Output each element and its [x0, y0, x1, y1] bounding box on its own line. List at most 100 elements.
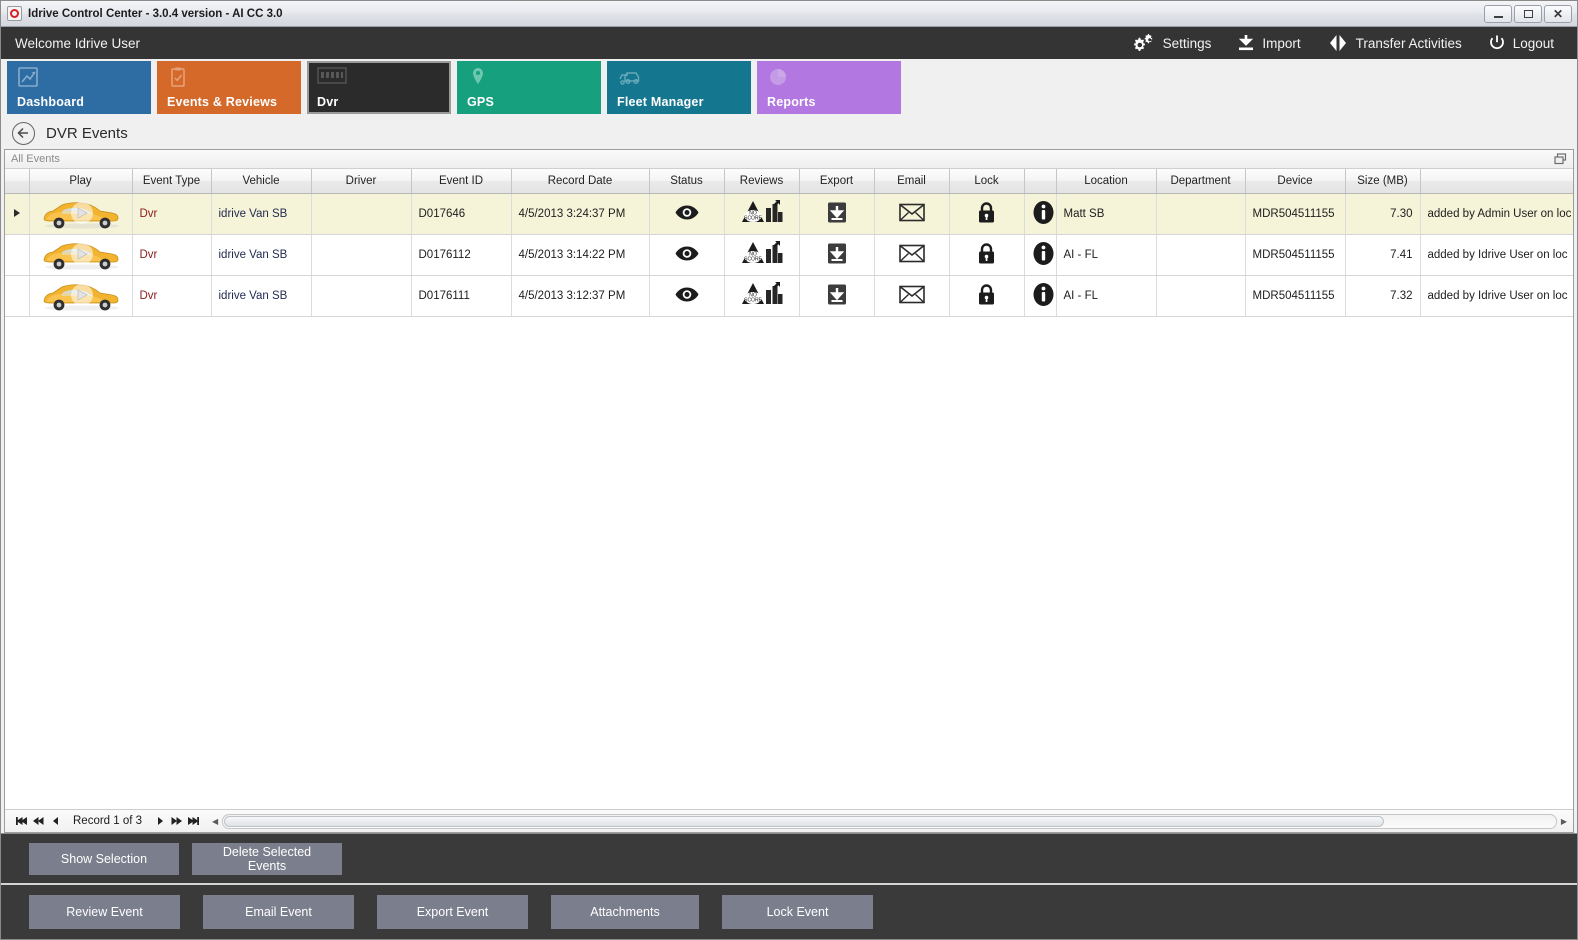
col-record-date[interactable]: Record Date: [511, 169, 650, 194]
settings-button[interactable]: Settings: [1121, 27, 1225, 59]
col-play[interactable]: Play: [29, 169, 133, 194]
back-arrow-icon[interactable]: [12, 121, 35, 145]
info-icon[interactable]: [1032, 241, 1055, 266]
padlock-icon[interactable]: [977, 201, 996, 224]
delete-selected-events-button[interactable]: Delete Selected Events: [192, 842, 342, 875]
restore-window-icon[interactable]: [1554, 153, 1567, 168]
tab-gps[interactable]: GPS: [457, 61, 601, 114]
row-indicator[interactable]: [5, 275, 30, 317]
download-arrow-icon[interactable]: [826, 283, 848, 306]
download-arrow-icon[interactable]: [826, 242, 848, 265]
cell-info[interactable]: [1024, 275, 1057, 317]
scrollbar-thumb[interactable]: [224, 815, 1384, 827]
tab-fleet-manager[interactable]: Fleet Manager: [607, 61, 751, 114]
cell-export[interactable]: [799, 193, 875, 235]
horizontal-scrollbar[interactable]: ◀ ▶: [208, 813, 1571, 830]
review-event-button[interactable]: Review Event: [29, 895, 180, 929]
cell-history: added by Idrive User on loc: [1420, 234, 1573, 276]
cell-info[interactable]: [1024, 234, 1057, 276]
col-department[interactable]: Department: [1156, 169, 1246, 194]
info-icon[interactable]: [1032, 200, 1055, 225]
scrollbar-track[interactable]: [222, 813, 1557, 829]
tab-reports[interactable]: Reports: [757, 61, 901, 114]
cell-play[interactable]: [29, 193, 133, 235]
grid-scroll-area[interactable]: Play Event Type Vehicle Driver Event ID …: [5, 169, 1573, 809]
transfer-activities-button[interactable]: Transfer Activities: [1314, 27, 1475, 59]
cell-lock[interactable]: [949, 275, 1025, 317]
col-status[interactable]: Status: [649, 169, 725, 194]
table-row[interactable]: Dvr idrive Van SB D0176111 4/5/2013 3:12…: [5, 275, 1573, 317]
eye-icon[interactable]: [674, 204, 700, 221]
col-driver[interactable]: Driver: [311, 169, 412, 194]
cell-status[interactable]: [649, 193, 725, 235]
padlock-icon[interactable]: [977, 242, 996, 265]
eye-icon[interactable]: [674, 286, 700, 303]
no-score-icon[interactable]: NO SCORE: [741, 240, 783, 266]
row-indicator[interactable]: [5, 193, 30, 235]
cell-lock[interactable]: [949, 193, 1025, 235]
envelope-icon[interactable]: [898, 203, 925, 222]
cell-reviews[interactable]: NO SCORE: [724, 193, 800, 235]
tab-dashboard[interactable]: Dashboard: [7, 61, 151, 114]
col-vehicle[interactable]: Vehicle: [211, 169, 312, 194]
col-info[interactable]: [1024, 169, 1057, 194]
col-event-type[interactable]: Event Type: [132, 169, 212, 194]
next-record-icon[interactable]: [151, 813, 168, 830]
cell-event-type: Dvr: [132, 275, 212, 317]
no-score-icon[interactable]: NO SCORE: [741, 199, 783, 225]
cell-status[interactable]: [649, 234, 725, 276]
cell-driver: [311, 234, 412, 276]
cell-lock[interactable]: [949, 234, 1025, 276]
show-selection-button[interactable]: Show Selection: [29, 842, 179, 875]
col-event-id[interactable]: Event ID: [411, 169, 512, 194]
col-email[interactable]: Email: [874, 169, 950, 194]
table-row[interactable]: Dvr idrive Van SB D017646 4/5/2013 3:24:…: [5, 193, 1573, 235]
col-history[interactable]: History: [1420, 169, 1573, 194]
cell-info[interactable]: [1024, 193, 1057, 235]
cell-reviews[interactable]: NO SCORE: [724, 275, 800, 317]
no-score-icon[interactable]: NO SCORE: [741, 281, 783, 307]
cell-email[interactable]: [874, 193, 950, 235]
table-row[interactable]: Dvr idrive Van SB D0176112 4/5/2013 3:14…: [5, 234, 1573, 276]
envelope-icon[interactable]: [898, 285, 925, 304]
download-arrow-icon[interactable]: [826, 201, 848, 224]
logout-button[interactable]: Logout: [1475, 27, 1567, 59]
last-record-icon[interactable]: [185, 813, 202, 830]
info-icon[interactable]: [1032, 282, 1055, 307]
scroll-right-arrow-icon[interactable]: ▶: [1560, 816, 1568, 826]
row-indicator[interactable]: [5, 234, 30, 276]
attachments-button[interactable]: Attachments: [551, 895, 699, 929]
col-device[interactable]: Device: [1245, 169, 1346, 194]
tab-events-reviews[interactable]: Events & Reviews: [157, 61, 301, 114]
col-location[interactable]: Location: [1056, 169, 1157, 194]
prev-record-icon[interactable]: [47, 813, 64, 830]
col-size[interactable]: Size (MB): [1345, 169, 1421, 194]
col-lock[interactable]: Lock: [949, 169, 1025, 194]
lock-event-button[interactable]: Lock Event: [722, 895, 873, 929]
prev-page-icon[interactable]: [30, 813, 47, 830]
cell-play[interactable]: [29, 275, 133, 317]
import-button[interactable]: Import: [1224, 27, 1313, 59]
col-export[interactable]: Export: [799, 169, 875, 194]
maximize-button[interactable]: [1514, 4, 1542, 23]
minimize-button[interactable]: [1484, 4, 1512, 23]
email-event-button[interactable]: Email Event: [203, 895, 354, 929]
export-event-button[interactable]: Export Event: [377, 895, 528, 929]
first-record-icon[interactable]: [13, 813, 30, 830]
col-reviews[interactable]: Reviews: [724, 169, 800, 194]
envelope-icon[interactable]: [898, 244, 925, 263]
cell-status[interactable]: [649, 275, 725, 317]
scroll-left-arrow-icon[interactable]: ◀: [211, 816, 219, 826]
cell-email[interactable]: [874, 275, 950, 317]
eye-icon[interactable]: [674, 245, 700, 262]
next-page-icon[interactable]: [168, 813, 185, 830]
cell-export[interactable]: [799, 275, 875, 317]
close-button[interactable]: ✕: [1544, 4, 1572, 23]
tab-dvr[interactable]: Dvr: [307, 61, 451, 114]
col-indicator[interactable]: [5, 169, 30, 194]
cell-reviews[interactable]: NO SCORE: [724, 234, 800, 276]
cell-export[interactable]: [799, 234, 875, 276]
cell-email[interactable]: [874, 234, 950, 276]
cell-play[interactable]: [29, 234, 133, 276]
padlock-icon[interactable]: [977, 283, 996, 306]
